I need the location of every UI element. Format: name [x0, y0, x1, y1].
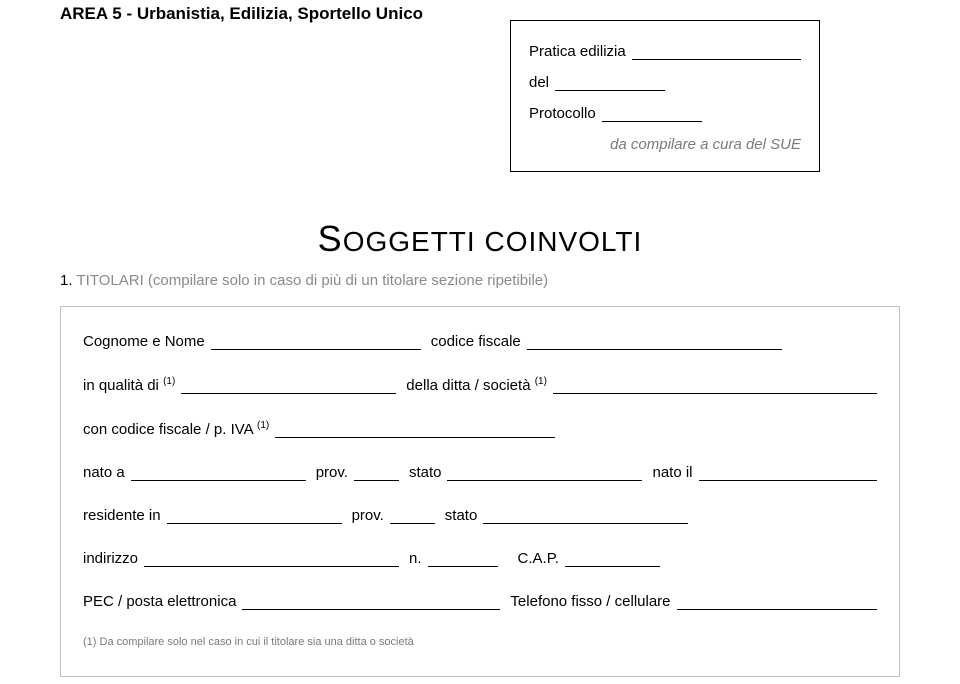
label-prov1: prov. — [316, 464, 348, 481]
field-natoil[interactable] — [699, 466, 877, 481]
info-box: Pratica edilizia del Protocollo da compi… — [510, 20, 820, 172]
label-pec: PEC / posta elettronica — [83, 593, 236, 610]
label-codfisc: codice fiscale — [431, 333, 521, 350]
label-telefono: Telefono fisso / cellulare — [510, 593, 670, 610]
page: AREA 5 - Urbanistia, Edilizia, Sportello… — [0, 0, 960, 684]
sup-1c: (1) — [257, 420, 269, 431]
field-cap[interactable] — [565, 552, 660, 567]
sup-1b: (1) — [535, 376, 547, 387]
protocollo-row: Protocollo — [529, 105, 801, 122]
label-residente: residente in — [83, 507, 161, 524]
field-cognome[interactable] — [211, 335, 421, 350]
label-qualita: in qualità di (1) — [83, 376, 175, 394]
field-residente[interactable] — [167, 509, 342, 524]
field-codfisc[interactable] — [527, 335, 782, 350]
label-n: n. — [409, 550, 422, 567]
label-cap: C.A.P. — [518, 550, 559, 567]
label-concod: con codice fiscale / p. IVA (1) — [83, 420, 269, 438]
label-natoil: nato il — [652, 464, 692, 481]
row-natoa: nato a prov. stato nato il — [83, 464, 877, 481]
del-line[interactable] — [555, 76, 665, 91]
field-stato1[interactable] — [447, 466, 642, 481]
section-1-title: 1.TITOLARI (compilare solo in caso di pi… — [60, 272, 900, 289]
field-prov2[interactable] — [390, 509, 435, 524]
section-1-num: 1. — [60, 272, 73, 289]
footnote: (1) Da compilare solo nel caso in cui il… — [83, 636, 877, 648]
protocollo-label: Protocollo — [529, 105, 596, 122]
label-stato1: stato — [409, 464, 442, 481]
pratica-row: Pratica edilizia — [529, 43, 801, 60]
field-n[interactable] — [428, 552, 498, 567]
label-qualita-text: in qualità di — [83, 377, 159, 394]
main-title: SOGGETTI COINVOLTI — [0, 218, 960, 260]
protocollo-line[interactable] — [602, 107, 702, 122]
label-ditta-text: della ditta / società — [406, 377, 530, 394]
label-concod-text: con codice fiscale / p. IVA — [83, 421, 253, 438]
area-header: AREA 5 - Urbanistia, Edilizia, Sportello… — [60, 4, 423, 24]
label-cognome: Cognome e Nome — [83, 333, 205, 350]
field-pec[interactable] — [242, 595, 500, 610]
info-note: da compilare a cura del SUE — [529, 136, 801, 153]
sup-1a: (1) — [163, 376, 175, 387]
label-natoa: nato a — [83, 464, 125, 481]
field-ditta[interactable] — [553, 379, 877, 394]
label-indirizzo: indirizzo — [83, 550, 138, 567]
label-prov2: prov. — [352, 507, 384, 524]
pratica-label: Pratica edilizia — [529, 43, 626, 60]
field-stato2[interactable] — [483, 509, 688, 524]
label-ditta: della ditta / società (1) — [406, 376, 547, 394]
row-cognome: Cognome e Nome codice fiscale — [83, 333, 877, 350]
row-pec: PEC / posta elettronica Telefono fisso /… — [83, 593, 877, 610]
row-qualita: in qualità di (1) della ditta / società … — [83, 376, 877, 394]
del-label: del — [529, 74, 549, 91]
title-big: S — [318, 218, 343, 259]
field-prov1[interactable] — [354, 466, 399, 481]
pratica-line[interactable] — [632, 45, 801, 60]
row-indirizzo: indirizzo n. C.A.P. — [83, 550, 877, 567]
field-concod[interactable] — [275, 423, 555, 438]
section-1-label: TITOLARI (compilare solo in caso di più … — [77, 272, 549, 289]
field-natoa[interactable] — [131, 466, 306, 481]
field-qualita[interactable] — [181, 379, 396, 394]
label-stato2: stato — [445, 507, 478, 524]
title-rest: OGGETTI COINVOLTI — [343, 226, 643, 257]
del-row: del — [529, 74, 801, 91]
row-residente: residente in prov. stato — [83, 507, 877, 524]
form-box: Cognome e Nome codice fiscale in qualità… — [60, 306, 900, 677]
field-telefono[interactable] — [677, 595, 877, 610]
field-indirizzo[interactable] — [144, 552, 399, 567]
row-concod: con codice fiscale / p. IVA (1) — [83, 420, 877, 438]
